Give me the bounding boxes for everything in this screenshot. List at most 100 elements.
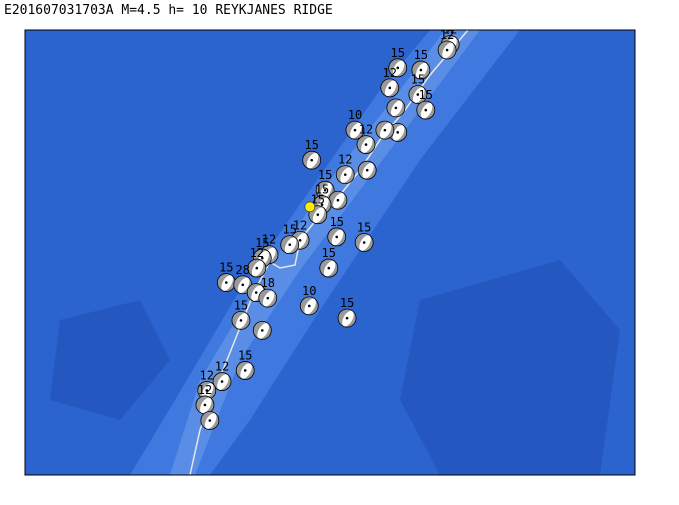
- depth-label: 12: [383, 66, 397, 80]
- beachball: [216, 273, 236, 292]
- beachball: [354, 233, 374, 252]
- beachball-center: [205, 389, 209, 392]
- depth-label: 18: [261, 276, 275, 290]
- beachball-center: [445, 48, 449, 52]
- depth-label: 15: [322, 246, 336, 260]
- map-title: E201607031703A M=4.5 h= 10 REYKJANES RID…: [4, 3, 333, 18]
- beachball: [280, 235, 300, 255]
- beachball-center: [241, 283, 245, 287]
- beachball: [247, 258, 267, 278]
- depth-label: 15: [411, 73, 425, 87]
- beachball-center: [208, 419, 212, 422]
- depth-label: 15: [234, 298, 248, 312]
- beachball: [212, 372, 232, 391]
- beachball-center: [335, 235, 339, 239]
- depth-label: 15: [357, 220, 371, 234]
- beachball-center: [364, 143, 368, 146]
- depth-label: 12: [262, 233, 276, 247]
- beachball-center: [383, 128, 387, 132]
- beachball-center: [419, 68, 423, 72]
- depth-label: 15: [315, 183, 329, 197]
- depth-label: 12: [293, 218, 307, 232]
- beachball: [299, 296, 319, 316]
- beachball-center: [220, 380, 224, 383]
- beachball-center: [327, 266, 331, 270]
- beachball-center: [260, 329, 264, 332]
- depth-label: 12: [359, 123, 373, 137]
- map-frame: [24, 29, 636, 476]
- beachball-center: [254, 291, 258, 294]
- depth-label: 12: [200, 368, 214, 382]
- beachball-center: [307, 304, 311, 308]
- beachball-center: [416, 93, 420, 96]
- depth-label: 12: [443, 22, 457, 36]
- beachball-center: [388, 86, 392, 90]
- depth-label: 15: [255, 236, 269, 250]
- beachball: [200, 411, 220, 430]
- beachball: [356, 135, 376, 154]
- beachball: [233, 275, 253, 295]
- beachball-center: [316, 213, 320, 216]
- depth-label: 15: [329, 215, 343, 229]
- beachball-center: [396, 66, 400, 70]
- beachball-center: [396, 131, 400, 134]
- beachball-center: [320, 203, 324, 206]
- epicenter: [304, 201, 316, 213]
- beachball: [328, 190, 348, 210]
- depth-label: 15: [419, 88, 433, 102]
- depth-label: 28: [236, 263, 250, 277]
- beachball-center: [365, 168, 369, 172]
- depth-label: 15: [304, 138, 318, 152]
- beachball-center: [298, 238, 302, 242]
- beachball: [235, 361, 255, 380]
- beachball: [357, 160, 377, 180]
- depth-label: 15: [219, 261, 233, 275]
- depth-label: 15: [390, 46, 404, 60]
- beachball-center: [225, 281, 228, 284]
- beachball-center: [362, 241, 366, 244]
- depth-label: 12: [440, 28, 454, 42]
- beachball: [327, 227, 347, 247]
- depth-label: 12: [338, 153, 352, 167]
- depth-label: 15: [311, 193, 325, 207]
- beachball: [231, 310, 251, 330]
- depth-label: 10: [302, 284, 316, 298]
- beachball-center: [243, 369, 247, 372]
- beachball: [337, 308, 357, 328]
- beachball: [345, 120, 365, 140]
- depth-label: 15: [340, 296, 354, 310]
- depth-label: 12: [198, 383, 212, 397]
- depth-label: 15: [414, 48, 428, 62]
- deep-basin: [400, 260, 620, 475]
- beachball: [319, 258, 339, 278]
- beachball-center: [288, 243, 292, 247]
- beachball-center: [345, 316, 349, 320]
- beachball: [411, 60, 431, 80]
- beachball: [375, 120, 395, 140]
- beachball-center: [353, 128, 357, 132]
- depth-label: 12: [215, 360, 229, 374]
- beachball: [258, 288, 278, 308]
- beachball-center: [424, 108, 428, 112]
- beachball-center: [203, 403, 207, 407]
- beachball-center: [323, 188, 327, 192]
- beachball-center: [260, 256, 264, 260]
- depth-label: 15: [318, 168, 332, 182]
- beachball-center: [394, 106, 398, 110]
- beachball: [252, 320, 272, 340]
- beachball: [416, 100, 436, 120]
- beachball-center: [266, 296, 270, 300]
- depth-label: 15: [238, 348, 252, 362]
- beachball: [195, 395, 215, 415]
- beachball-center: [343, 173, 347, 176]
- depth-label: 10: [348, 108, 362, 122]
- beachball-center: [255, 266, 259, 270]
- beachball: [386, 98, 406, 118]
- beachball: [408, 85, 428, 104]
- beachball-center: [336, 198, 340, 202]
- deep-basin: [50, 300, 170, 420]
- beachball-center: [310, 158, 314, 162]
